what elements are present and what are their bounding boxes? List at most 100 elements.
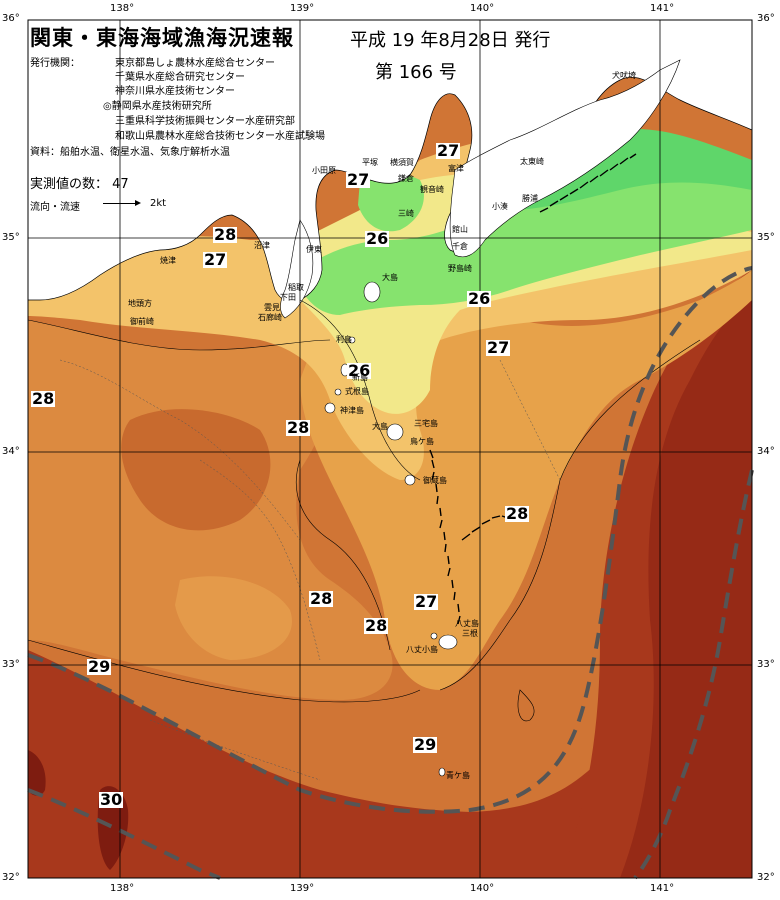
cold-water-green-core — [500, 129, 752, 210]
place-label: 沼津 — [254, 241, 270, 250]
temperature-label: 27 — [436, 141, 461, 160]
place-label: 石廊崎 — [258, 313, 282, 322]
place-label: 下田 — [280, 293, 296, 302]
temperature-label: 28 — [364, 616, 389, 635]
place-label: 観音崎 — [420, 185, 444, 194]
place-label: 利島 — [336, 335, 352, 344]
current-vectors — [429, 153, 637, 625]
island-mikura — [404, 474, 416, 486]
map-frame — [27, 19, 753, 879]
flow-legend-arrow-icon — [103, 200, 141, 206]
lon-label: 139° — [290, 3, 315, 14]
observation-count-label: 実測値の数： — [30, 177, 109, 192]
land-boso — [449, 59, 681, 258]
place-label: 鎌倉 — [398, 174, 414, 183]
orange-band-mid — [121, 409, 271, 531]
place-label: 新島 — [352, 373, 368, 382]
island-kozu — [324, 402, 336, 414]
kuroshio-axis-east — [633, 469, 754, 880]
place-label: 小湊 — [492, 202, 508, 211]
depth-contours — [59, 359, 561, 781]
place-label: 稲取 — [288, 283, 304, 292]
place-label: 伊東 — [306, 245, 322, 254]
island-hachijo — [438, 634, 458, 650]
place-label: 地頭方 — [128, 299, 152, 308]
place-label: 横須賀 — [390, 158, 414, 167]
temperature-label: 28 — [213, 225, 238, 244]
temperature-label: 28 — [286, 418, 311, 437]
place-label: 犬吠埼 — [612, 71, 636, 80]
cold-water-green — [300, 151, 752, 315]
island-hachijo-kojima — [430, 632, 438, 640]
observation-count-value: 47 — [112, 177, 129, 192]
temperature-label: 26 — [347, 361, 372, 380]
publisher-label: 発行機関： — [30, 58, 80, 69]
data-source: 資料：船舶水温、衛星水温、気象庁解析水温 — [30, 147, 230, 158]
place-label: 大島 — [372, 422, 388, 431]
island-oshima — [363, 281, 381, 303]
lat-label: 32° — [2, 872, 20, 883]
lat-label: 34° — [2, 446, 20, 457]
place-label: 三宅島 — [414, 419, 438, 428]
lon-label: 139° — [290, 883, 315, 894]
place-label: 三崎 — [398, 209, 414, 218]
lat-label: 36° — [757, 13, 775, 24]
warm-water-29-east-core — [620, 300, 752, 878]
flow-legend-speed: 2kt — [150, 198, 167, 209]
lon-label: 138° — [110, 3, 135, 14]
warm-water-30-b — [28, 750, 46, 796]
place-label: 館山 — [452, 225, 468, 234]
lon-label: 140° — [470, 883, 495, 894]
lat-label: 34° — [757, 446, 775, 457]
island-miyake — [386, 423, 404, 441]
cold-water-green-bay — [358, 172, 424, 232]
publisher-item: 和歌山県農林水産総合技術センター水産試験場 — [115, 131, 325, 142]
publisher-item: 三重県科学技術振興センター水産研究部 — [115, 116, 295, 127]
place-label: 御蔵島 — [423, 476, 447, 485]
place-label: 八丈小島 — [406, 645, 438, 654]
place-label: 平塚 — [362, 158, 378, 167]
issue-date: 平成 19 年8月28日 発行 — [350, 30, 551, 51]
map-title: 関東・東海海域漁海況速報 — [30, 26, 294, 50]
lat-label: 36° — [2, 13, 20, 24]
place-label: 富津 — [448, 164, 464, 173]
island-shikine — [334, 388, 342, 396]
place-label: 雲見 — [264, 303, 280, 312]
lon-label: 141° — [650, 3, 675, 14]
publisher-item: 千葉県水産総合研究センター — [115, 72, 245, 83]
place-label: 三根 — [462, 629, 478, 638]
place-label: 青ケ島 — [446, 771, 470, 780]
orange-band-mid2 — [175, 576, 292, 660]
lat-label: 32° — [757, 872, 775, 883]
place-label: 神津島 — [340, 406, 364, 415]
place-label: 野島崎 — [448, 264, 472, 273]
lat-label: 35° — [2, 232, 20, 243]
temperature-label: 26 — [365, 229, 390, 248]
kuroshio-axis-main — [27, 266, 753, 814]
isotherm-lines — [27, 299, 701, 722]
temperature-label: 27 — [346, 170, 371, 189]
lat-label: 33° — [2, 659, 20, 670]
place-label: 小田原 — [312, 166, 336, 175]
publisher-item: 神奈川県水産技術センター — [115, 86, 235, 97]
publisher-item: ◎静岡県水産技術研究所 — [103, 101, 212, 112]
temperature-label: 27 — [414, 592, 439, 611]
lat-label: 35° — [757, 232, 775, 243]
temperature-label: 30 — [99, 790, 124, 809]
lat-label: 33° — [757, 659, 775, 670]
kuroshio-axis-branch — [27, 788, 221, 880]
place-label: 焼津 — [160, 256, 176, 265]
place-label: 式根島 — [345, 387, 369, 396]
place-label: 八丈島 — [455, 619, 479, 628]
temperature-label: 26 — [467, 289, 492, 308]
temperature-label: 27 — [203, 250, 228, 269]
place-label: 大島 — [382, 273, 398, 282]
issue-number: 第 166 号 — [375, 62, 457, 83]
temperature-label: 28 — [309, 589, 334, 608]
land-izu — [280, 219, 314, 319]
graticule — [28, 20, 752, 878]
place-label: 御前崎 — [130, 317, 154, 326]
lon-label: 140° — [470, 3, 495, 14]
observation-count: 実測値の数： 47 — [30, 173, 129, 192]
